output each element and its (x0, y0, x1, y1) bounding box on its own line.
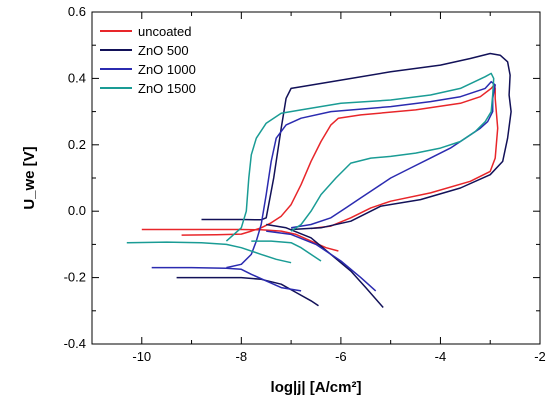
series-line-segment (181, 84, 499, 236)
series-zno-500 (176, 52, 512, 308)
legend-label: ZnO 1000 (138, 62, 196, 77)
series-line-segment (251, 240, 322, 262)
legend: uncoated ZnO 500 ZnO 1000 ZnO 1500 (100, 24, 196, 96)
x-tick-label: -10 (132, 349, 151, 364)
legend-label: uncoated (138, 24, 192, 39)
series-line-segment (226, 80, 496, 269)
y-axis-ticks: -0.4 -0.2 0.0 0.2 0.4 0.6 (64, 4, 540, 351)
series-line-segment (266, 230, 377, 292)
x-tick-label: -4 (435, 349, 447, 364)
series-layer (126, 52, 512, 308)
series-line-segment (201, 52, 512, 231)
series-line-segment (225, 72, 495, 242)
series-line-segment (266, 223, 384, 308)
series-line-segment (176, 276, 319, 307)
x-tick-label: -6 (335, 349, 347, 364)
series-line-segment (151, 266, 302, 292)
y-axis-label: U_we [V] (21, 146, 38, 209)
x-tick-label: -2 (534, 349, 546, 364)
x-tick-label: -8 (236, 349, 248, 364)
y-tick-label: 0.6 (68, 4, 86, 19)
legend-label: ZnO 1500 (138, 81, 196, 96)
legend-label: ZnO 500 (138, 43, 189, 58)
x-axis-ticks: -10 -8 -6 -4 -2 (91, 12, 546, 364)
x-axis-label: log|j| [A/cm²] (271, 379, 362, 396)
y-tick-label: -0.4 (64, 336, 86, 351)
y-tick-label: 0.2 (68, 137, 86, 152)
y-tick-label: -0.2 (64, 270, 86, 285)
series-line-segment (126, 241, 292, 264)
series-zno-1500 (126, 72, 495, 264)
y-tick-label: 0.0 (68, 203, 86, 218)
series-zno-1000 (151, 80, 496, 292)
y-tick-label: 0.4 (68, 70, 86, 85)
series-uncoated (141, 84, 499, 252)
